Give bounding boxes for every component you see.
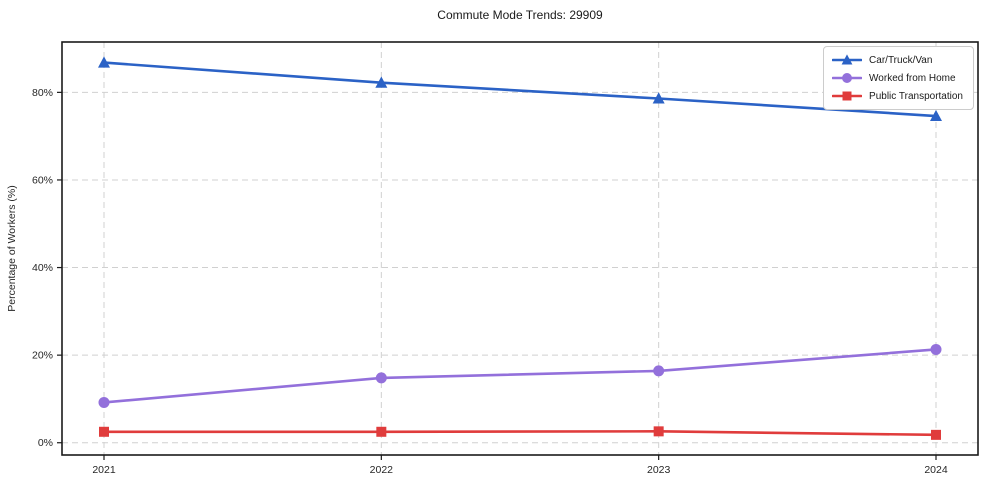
chart-title: Commute Mode Trends: 29909: [437, 8, 603, 22]
y-axis-label: Percentage of Workers (%): [6, 185, 18, 311]
triangle-marker-icon: [652, 92, 665, 104]
square-marker-icon: [931, 429, 941, 440]
legend-label: Worked from Home: [869, 72, 956, 84]
plot-border: [61, 41, 979, 456]
x-tick-label: 2024: [924, 464, 948, 476]
legend-label: Public Transportation: [869, 90, 963, 102]
series-line-worked-from-home: [102, 348, 938, 404]
square-marker-icon: [99, 426, 109, 437]
legend-item-car-truck-van: Car/Truck/Van: [832, 53, 963, 67]
triangle-marker-icon: [98, 56, 110, 68]
square-marker-icon: [653, 426, 664, 437]
y-tick-label: 0%: [38, 437, 53, 449]
y-tick-label: 60%: [32, 174, 53, 186]
y-tick-label: 20%: [32, 350, 53, 362]
series-car-truck-van: [98, 56, 942, 122]
series-worked-from-home: [98, 343, 942, 408]
series-line-public-transportation: [102, 430, 938, 437]
series-line-car-truck-van: [102, 61, 938, 118]
legend-item-worked-from-home: Worked from Home: [832, 71, 963, 85]
circle-marker-icon: [375, 372, 387, 384]
legend-marker-shape: [842, 91, 852, 101]
legend-circle-marker-icon: [832, 73, 863, 83]
legend-label: Car/Truck/Van: [869, 54, 933, 66]
legend-square-marker-icon: [832, 91, 863, 101]
circle-marker-icon: [930, 343, 942, 355]
square-marker-icon: [376, 426, 387, 437]
y-tick-label: 40%: [32, 262, 53, 274]
circle-marker-icon: [653, 365, 665, 377]
legend-marker-shape: [842, 73, 852, 83]
legend-marker-shape: [841, 54, 853, 65]
circle-marker-icon: [98, 396, 110, 408]
triangle-marker-icon: [375, 76, 388, 88]
x-tick-label: 2023: [647, 464, 671, 476]
legend-triangle-marker-icon: [832, 54, 863, 65]
x-tick-label: 2022: [370, 464, 394, 476]
triangle-marker-icon: [930, 109, 942, 122]
series-public-transportation: [99, 426, 941, 440]
legend-item-public-transportation: Public Transportation: [832, 89, 963, 103]
y-tick-label: 80%: [32, 87, 53, 99]
x-tick-label: 2021: [92, 464, 116, 476]
legend: Car/Truck/Van Worked from Home Public Tr…: [823, 46, 974, 110]
